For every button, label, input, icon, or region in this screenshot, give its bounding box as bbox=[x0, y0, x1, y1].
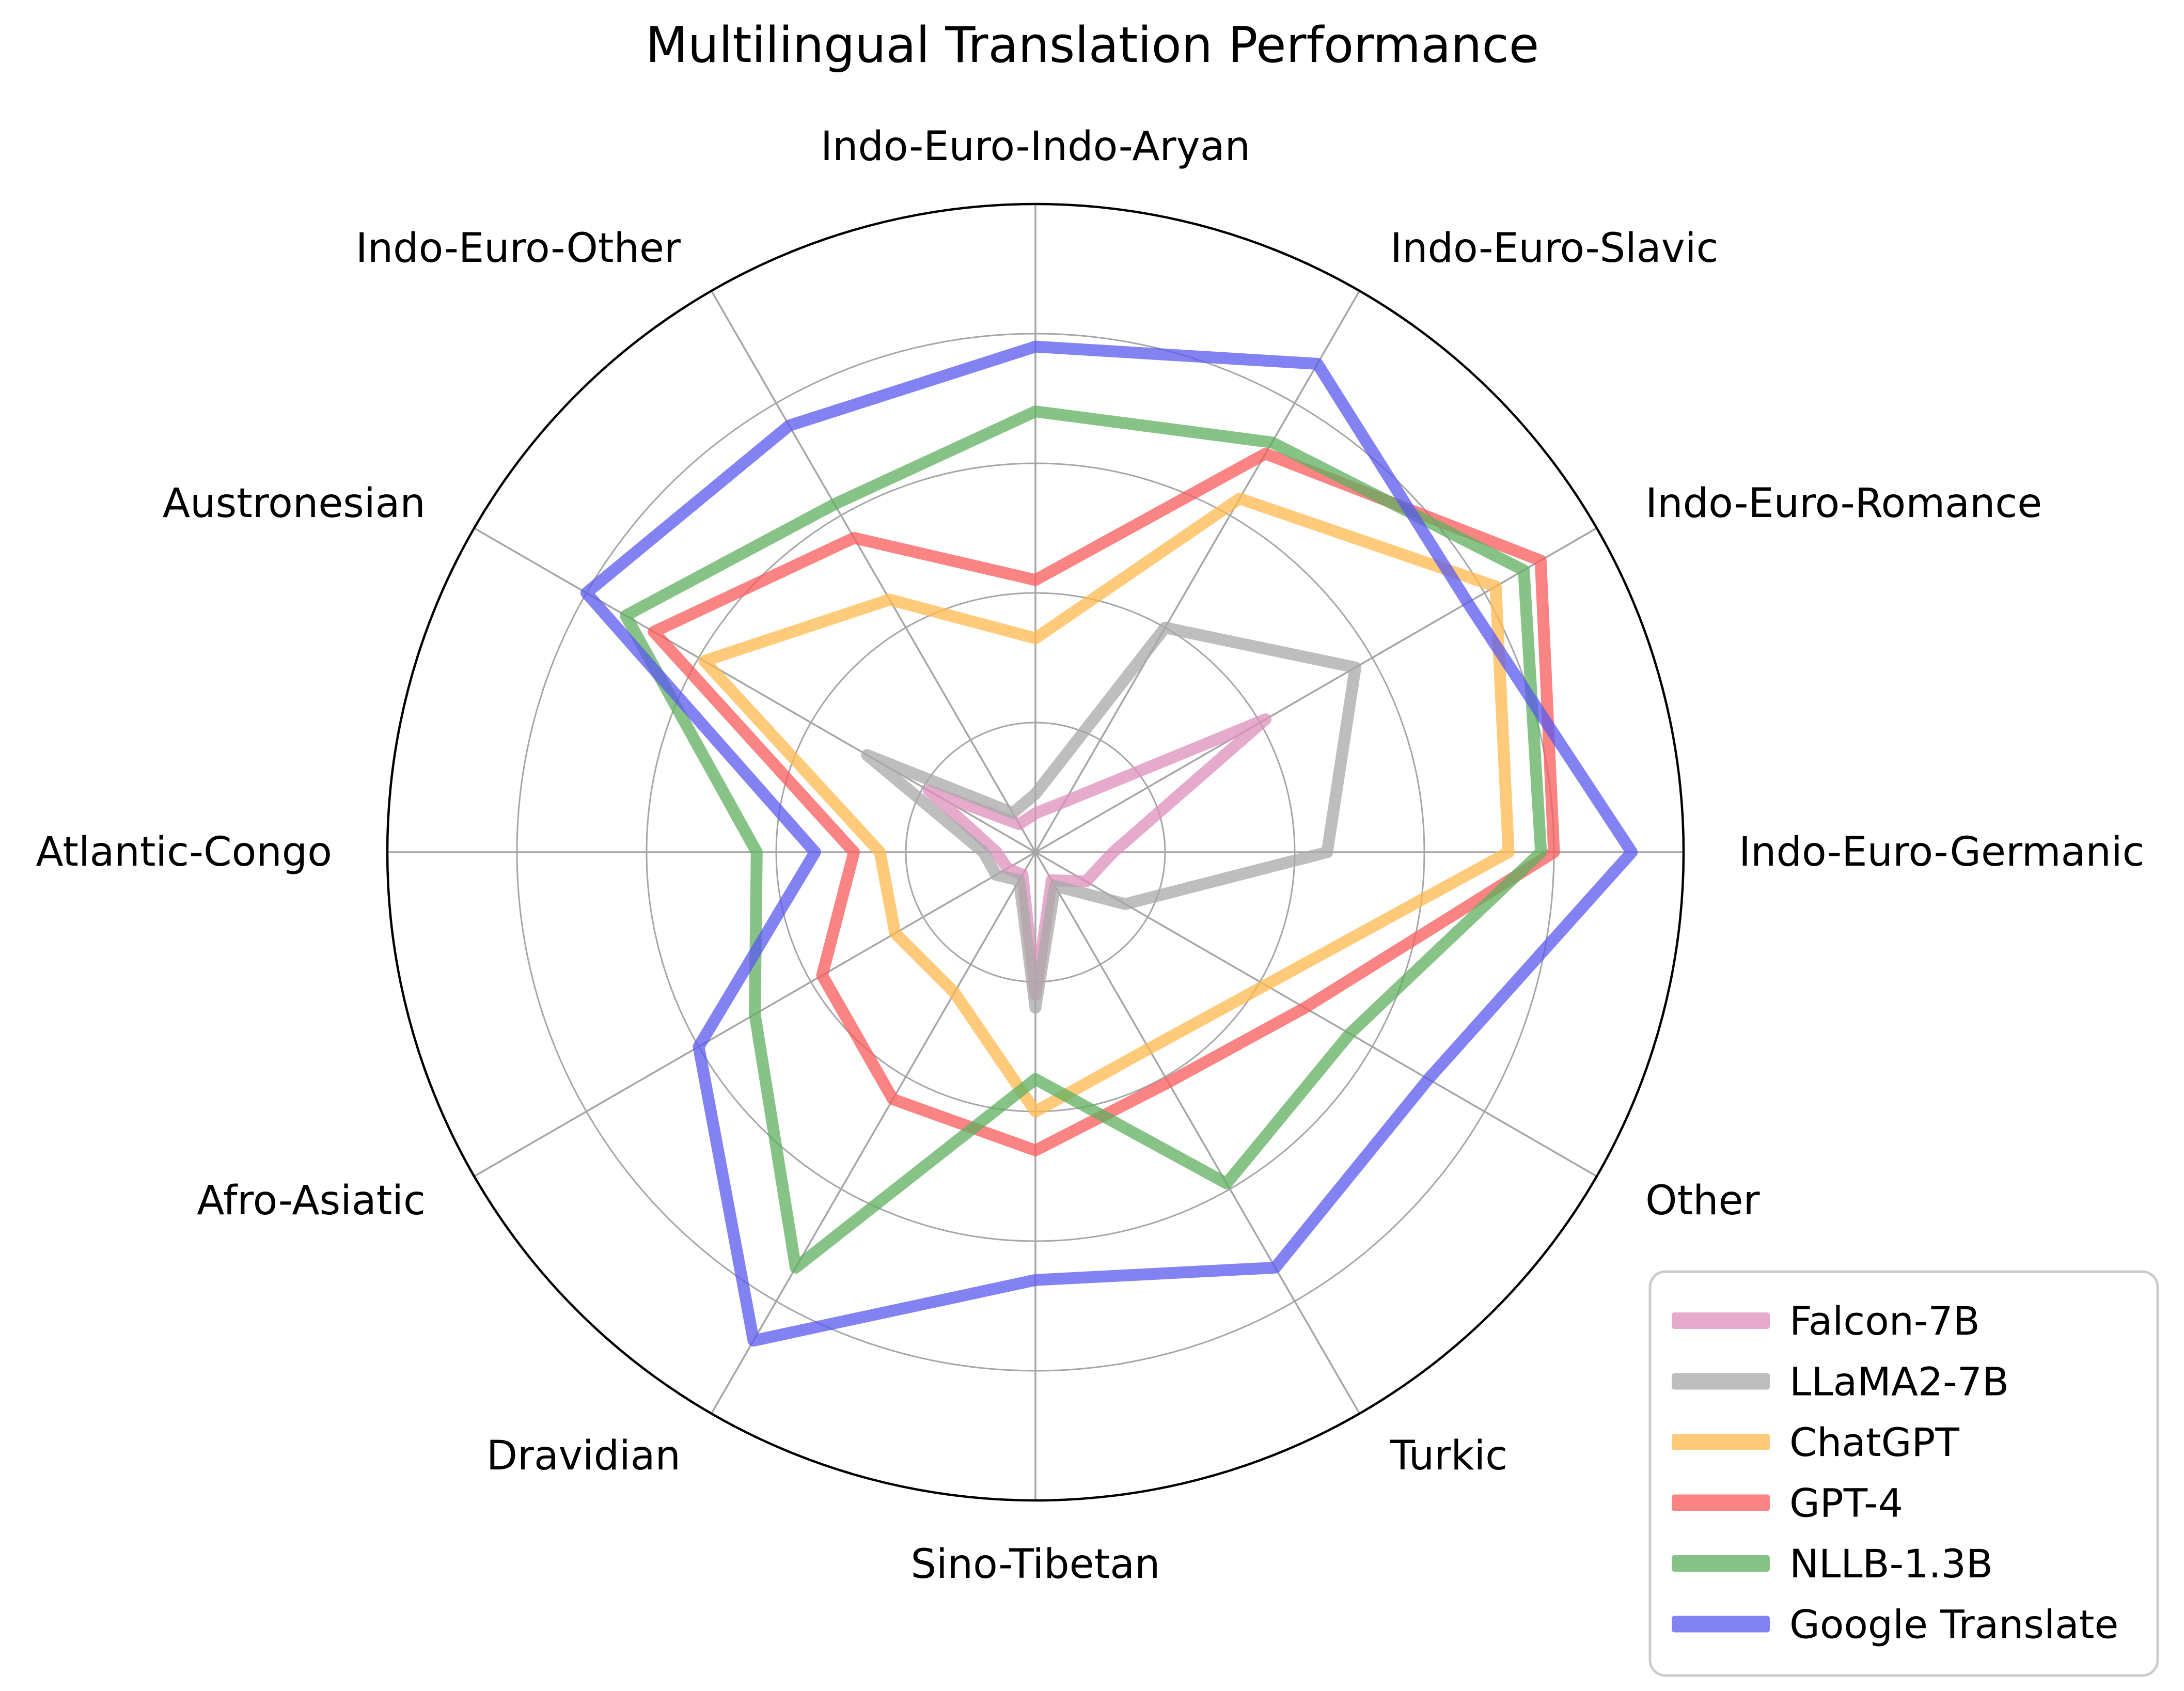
axis-label-indo-euro-germanic: Indo-Euro-Germanic bbox=[1739, 829, 2144, 875]
axis-label-sino-tibetan: Sino-Tibetan bbox=[910, 1541, 1160, 1588]
legend-item-falcon-7b: Falcon-7B bbox=[1672, 1298, 1980, 1344]
legend-label-gpt-4: GPT-4 bbox=[1789, 1480, 1903, 1526]
axis-label-indo-euro-indo-aryan: Indo-Euro-Indo-Aryan bbox=[821, 123, 1250, 170]
legend-item-chatgpt: ChatGPT bbox=[1672, 1419, 1959, 1465]
series-line-chatgpt bbox=[698, 492, 1515, 1118]
series-line-gpt-4 bbox=[648, 447, 1560, 1156]
legend: Falcon-7B LLaMA2-7B ChatGPT GPT-4 NLLB-1.3B G… bbox=[1648, 1270, 2159, 1677]
axis-label-turkic: Turkic bbox=[1390, 1433, 1507, 1479]
legend-label-google-translate: Google Translate bbox=[1789, 1602, 2118, 1648]
legend-swatch-llama2-7b bbox=[1672, 1373, 1770, 1390]
grid-spoke-dravidian bbox=[710, 852, 1036, 1414]
legend-label-llama2-7b: LLaMA2-7B bbox=[1789, 1359, 2009, 1405]
series-lines bbox=[580, 340, 1638, 1347]
axis-label-atlantic-congo: Atlantic-Congo bbox=[36, 829, 332, 875]
chart-title: Multilingual Translation Performance bbox=[646, 17, 1539, 74]
axis-label-indo-euro-romance: Indo-Euro-Romance bbox=[1645, 480, 2042, 527]
axis-label-other: Other bbox=[1645, 1178, 1760, 1224]
axis-label-dravidian: Dravidian bbox=[486, 1433, 681, 1479]
legend-swatch-nllb-1-3b bbox=[1672, 1555, 1770, 1572]
axis-label-afro-asiatic: Afro-Asiatic bbox=[197, 1178, 426, 1224]
series-line-falcon-7b bbox=[923, 713, 1272, 1001]
legend-item-nllb-1-3b: NLLB-1.3B bbox=[1672, 1541, 1993, 1587]
legend-swatch-gpt-4 bbox=[1672, 1494, 1770, 1511]
outer-circle bbox=[386, 202, 1685, 1502]
legend-label-falcon-7b: Falcon-7B bbox=[1789, 1298, 1980, 1344]
grid-spoke-indo-euro-other bbox=[710, 290, 1036, 853]
legend-swatch-falcon-7b bbox=[1672, 1312, 1770, 1329]
axis-label-indo-euro-slavic: Indo-Euro-Slavic bbox=[1390, 225, 1718, 272]
legend-item-gpt-4: GPT-4 bbox=[1672, 1480, 1903, 1526]
legend-swatch-google-translate bbox=[1672, 1616, 1770, 1633]
legend-item-google-translate: Google Translate bbox=[1672, 1602, 2118, 1648]
legend-box bbox=[1648, 1270, 2159, 1677]
series-line-nllb-1-3b bbox=[620, 405, 1547, 1274]
polar-grid bbox=[386, 202, 1685, 1502]
legend-swatch-chatgpt bbox=[1672, 1434, 1770, 1450]
grid-spoke-indo-euro-romance bbox=[1035, 527, 1597, 853]
axis-label-indo-euro-other: Indo-Euro-Other bbox=[356, 225, 681, 272]
legend-label-nllb-1-3b: NLLB-1.3B bbox=[1789, 1541, 1993, 1587]
series-line-google-translate bbox=[580, 340, 1638, 1347]
legend-item-llama2-7b: LLaMA2-7B bbox=[1672, 1359, 2009, 1405]
grid-spoke-indo-euro-slavic bbox=[1034, 290, 1361, 853]
axis-labels: Indo-Euro-Indo-Aryan Indo-Euro-Slavic Indo… bbox=[36, 123, 2144, 1588]
grid-spoke-turkic bbox=[1034, 852, 1361, 1414]
axis-label-austronesian: Austronesian bbox=[163, 480, 426, 527]
series-line-llama2-7b bbox=[861, 621, 1361, 1014]
legend-label-chatgpt: ChatGPT bbox=[1789, 1419, 1959, 1465]
